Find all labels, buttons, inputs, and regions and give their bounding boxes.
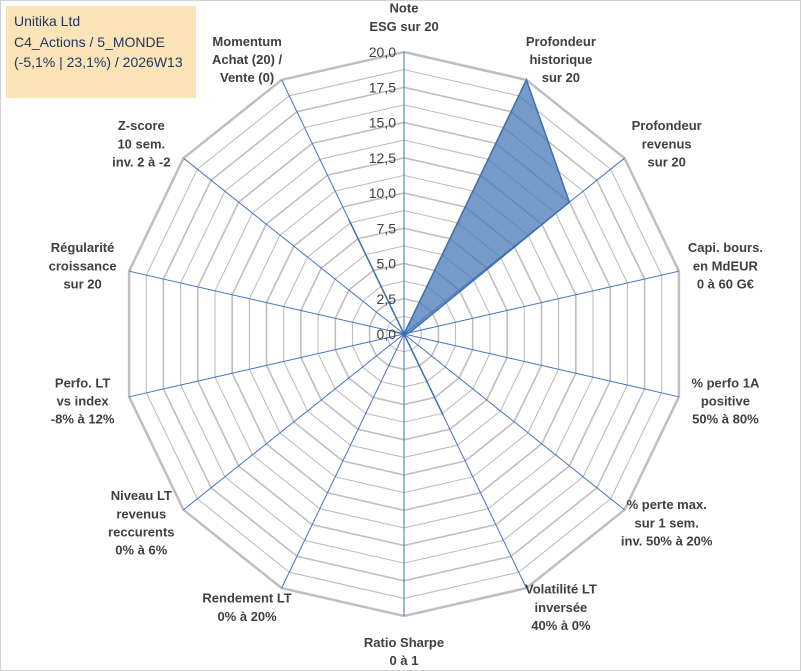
axis-spoke-perte-max (403, 333, 625, 511)
axis-label-profondeur-revenus: Profondeur revenus sur 20 (632, 118, 702, 169)
series-layer (348, 77, 571, 416)
svg-text:% perte max.sur 1 sem.inv. 50%: % perte max. sur 1 sem. inv. 50% à 20% (621, 497, 713, 548)
series-area (348, 77, 571, 416)
axis-label-rendement-lt: Rendement LT 0% à 20% (202, 591, 291, 624)
axis-label-momentum: Momentum Achat (20) / Vente (0) (212, 34, 282, 85)
axis-spoke-zscore (183, 157, 405, 335)
axis-spoke-perfo-1a (403, 333, 680, 398)
axis-label-perfo-lt-index: Perfo. LT vs index -8% à 12% (51, 375, 115, 426)
axis-label-perfo-1a: % perfo 1A positive 50% à 80% (691, 375, 760, 426)
tick-label: 2,5 (377, 291, 397, 307)
axis-labels: Note ESG sur 20 Profondeur historique sur 20… (49, 1, 763, 669)
axis-label-regularite: Régularité croissance sur 20 (49, 240, 117, 291)
axis-spoke-regularite (128, 270, 405, 335)
tick-label: 20,0 (369, 44, 396, 60)
axis-label-capi-bours: Capi. bours. en MdEUR 0 à 60 G€ (688, 240, 763, 291)
axis-label-volatilite: Volatilité LT inversée 40% à 0% (525, 582, 597, 633)
chart-title-company: Unitika Ltd (14, 13, 81, 29)
tick-label: 7,5 (377, 220, 397, 236)
axis-spoke-rendement-lt (281, 333, 405, 589)
axis-label-ratio-sharpe: Ratio Sharpe 0 à 1 (364, 635, 444, 668)
axis-label-profondeur-historique: Profondeur historique sur 20 (526, 34, 596, 85)
axis-spoke-perfo-lt-index (128, 333, 405, 398)
axis-label-perte-max: % perte max. sur 1 sem. inv. 50% à 20% (621, 497, 713, 548)
axis-spoke-niveau-lt-revenus (183, 333, 405, 511)
tick-label: 12,5 (369, 150, 396, 166)
axis-label-esg: Note ESG sur 20 (369, 1, 438, 34)
axis-label-zscore: Z-score 10 sem. inv. 2 à -2 (112, 118, 170, 169)
tick-label: 15,0 (369, 115, 396, 131)
tick-label: 10,0 (369, 185, 396, 201)
tick-label: 17,5 (369, 79, 396, 95)
chart-title-box: Unitika Ltd C4_Actions / 5_MONDE (-5,1% … (6, 6, 196, 98)
chart-title-category: C4_Actions / 5_MONDE (14, 33, 165, 50)
axis-spoke-capi-bours (403, 270, 680, 335)
chart-title-range-week: (-5,1% | 23,1%) / 2026W13 (14, 54, 183, 70)
tick-label: 5,0 (377, 256, 397, 272)
radial-tick-labels: 0,0 2,5 5,0 7,5 10,0 12,5 15,0 17,5 20,0 (369, 44, 396, 342)
svg-text:Rendement LT0% à 20%: Rendement LT 0% à 20% (202, 591, 291, 624)
tick-label: 0,0 (377, 326, 397, 342)
axis-label-niveau-lt-revenus: Niveau LT revenus reccurents 0% à 6% (108, 488, 174, 558)
